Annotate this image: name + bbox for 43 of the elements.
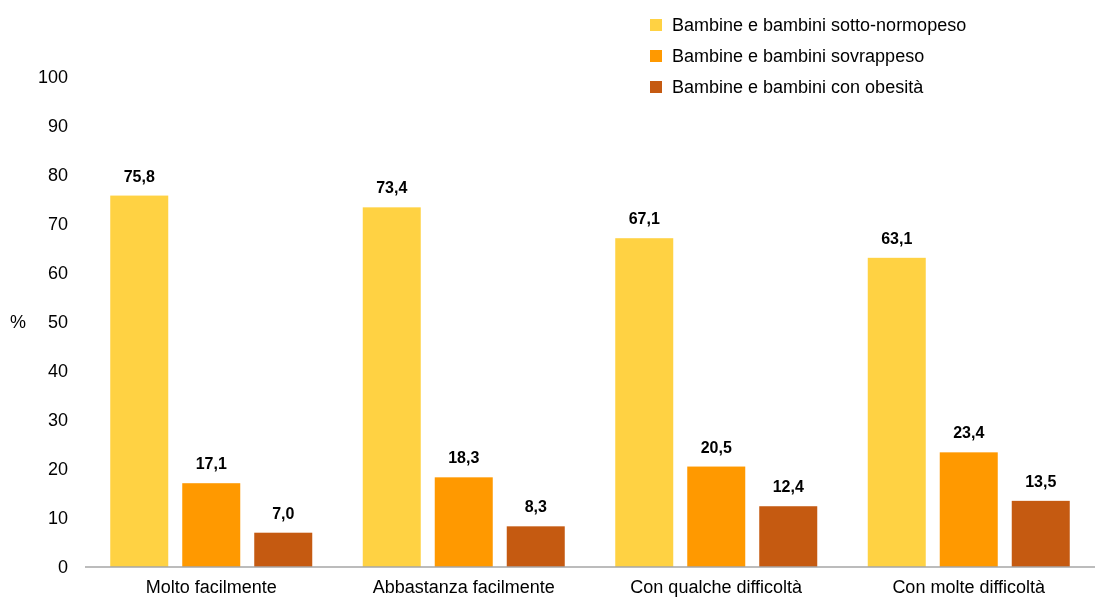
bar [687, 466, 746, 567]
legend-label: Bambine e bambini con obesità [672, 77, 925, 98]
data-label: 73,4 [376, 179, 408, 197]
y-tick-label: 10 [47, 508, 68, 529]
y-tick-label: 40 [47, 361, 68, 382]
x-tick-label: Abbastanza facilmente [372, 577, 555, 597]
bar [362, 207, 421, 567]
y-tick-label: 50 [47, 312, 68, 333]
y-axis-title: % [9, 312, 27, 333]
data-label: 20,5 [700, 438, 732, 456]
y-tick-label: 90 [47, 116, 68, 137]
bar [939, 452, 998, 567]
bar [759, 506, 818, 567]
bar [254, 532, 313, 567]
data-label: 13,5 [1025, 472, 1057, 490]
data-label: 8,3 [524, 498, 547, 516]
y-tick-label: 30 [47, 410, 68, 431]
bar [867, 257, 926, 567]
x-tick-label: Con qualche difficoltà [630, 577, 804, 597]
bar [1011, 500, 1070, 567]
x-tick-label: Molto facilmente [145, 577, 277, 597]
legend-label: Bambine e bambini sovrappeso [672, 46, 925, 67]
data-label: 63,1 [881, 229, 913, 247]
y-tick-label: 100 [37, 67, 68, 88]
data-label: 23,4 [953, 424, 985, 442]
y-tick-label: 70 [47, 214, 68, 235]
data-label: 12,4 [772, 478, 804, 496]
y-tick-label: 20 [47, 459, 68, 480]
data-label: 67,1 [628, 210, 660, 228]
y-tick-label: 0 [57, 557, 68, 578]
data-label: 18,3 [448, 449, 480, 467]
x-tick-label: Con molte difficoltà [892, 577, 1047, 597]
data-label: 17,1 [195, 455, 227, 473]
bar [434, 477, 493, 567]
bar [615, 238, 674, 567]
y-tick-label: 60 [47, 263, 68, 284]
bar [506, 526, 565, 567]
data-label: 7,0 [272, 504, 295, 522]
y-tick-label: 80 [47, 165, 68, 186]
bar [182, 483, 241, 567]
data-label: 75,8 [123, 167, 155, 185]
bar [110, 195, 169, 567]
legend-label: Bambine e bambini sotto-normopeso [672, 15, 967, 36]
